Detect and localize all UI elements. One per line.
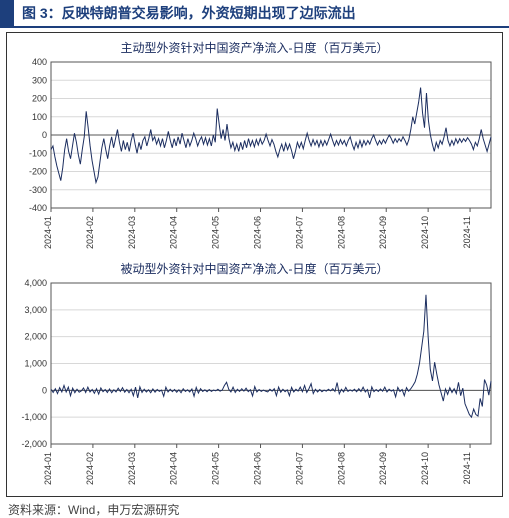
svg-text:2024-08: 2024-08 xyxy=(336,452,346,485)
source-text: 资料来源：Wind，申万宏源研究 xyxy=(8,501,509,518)
chart2-svg: -2,000 -1,000 0 1,000 2,000 3,000 4,000 2024-01… xyxy=(9,279,499,494)
svg-text:2024-04: 2024-04 xyxy=(169,452,179,485)
svg-text:2024-04: 2024-04 xyxy=(169,216,179,249)
svg-text:2024-03: 2024-03 xyxy=(127,216,137,249)
svg-text:2,000: 2,000 xyxy=(24,332,47,342)
svg-text:-1,000: -1,000 xyxy=(21,412,47,422)
svg-text:2024-06: 2024-06 xyxy=(253,216,263,249)
svg-text:2024-05: 2024-05 xyxy=(211,216,221,249)
svg-text:2024-11: 2024-11 xyxy=(462,452,472,484)
svg-text:2024-02: 2024-02 xyxy=(85,216,95,249)
svg-text:-2,000: -2,000 xyxy=(21,439,47,449)
svg-text:0: 0 xyxy=(42,385,47,395)
svg-text:400: 400 xyxy=(32,58,47,67)
charts-container: 主动型外资针对中国资产净流入-日度（百万美元） -400 -300 -200 -100… xyxy=(6,32,503,497)
svg-text:2024-01: 2024-01 xyxy=(43,216,53,249)
chart1-title: 主动型外资针对中国资产净流入-日度（百万美元） xyxy=(9,39,500,56)
svg-text:-200: -200 xyxy=(29,167,47,177)
svg-text:2024-01: 2024-01 xyxy=(43,452,53,485)
svg-text:2024-07: 2024-07 xyxy=(294,452,304,485)
svg-text:-100: -100 xyxy=(29,148,47,158)
chart2: 被动型外资针对中国资产净流入-日度（百万美元） -2,000 -1,000 0 1,0… xyxy=(9,260,500,494)
svg-text:2024-05: 2024-05 xyxy=(211,452,221,485)
svg-text:2024-03: 2024-03 xyxy=(127,452,137,485)
svg-text:2024-11: 2024-11 xyxy=(462,216,472,248)
svg-text:200: 200 xyxy=(32,94,47,104)
svg-text:2024-10: 2024-10 xyxy=(420,216,430,249)
svg-text:4,000: 4,000 xyxy=(24,279,47,288)
svg-text:2024-10: 2024-10 xyxy=(420,452,430,485)
svg-text:100: 100 xyxy=(32,112,47,122)
chart1-svg: -400 -300 -200 -100 0 100 200 300 400 2024-01 2024… xyxy=(9,58,499,258)
svg-text:300: 300 xyxy=(32,75,47,85)
chart2-title: 被动型外资针对中国资产净流入-日度（百万美元） xyxy=(9,260,500,277)
svg-text:2024-06: 2024-06 xyxy=(253,452,263,485)
svg-text:3,000: 3,000 xyxy=(24,305,47,315)
figure-header: 图 3：反映特朗普交易影响，外资短期出现了边际流出 xyxy=(0,0,509,28)
svg-text:2024-07: 2024-07 xyxy=(294,216,304,249)
figure-title: 图 3：反映特朗普交易影响，外资短期出现了边际流出 xyxy=(14,0,356,26)
svg-text:1,000: 1,000 xyxy=(24,359,47,369)
svg-text:2024-09: 2024-09 xyxy=(378,216,388,249)
chart1: 主动型外资针对中国资产净流入-日度（百万美元） -400 -300 -200 -100… xyxy=(9,39,500,258)
svg-text:2024-02: 2024-02 xyxy=(85,452,95,485)
svg-text:-400: -400 xyxy=(29,203,47,213)
header-accent-block xyxy=(0,0,14,26)
svg-text:2024-08: 2024-08 xyxy=(336,216,346,249)
svg-text:2024-09: 2024-09 xyxy=(378,452,388,485)
svg-text:0: 0 xyxy=(42,130,47,140)
svg-text:-300: -300 xyxy=(29,185,47,195)
